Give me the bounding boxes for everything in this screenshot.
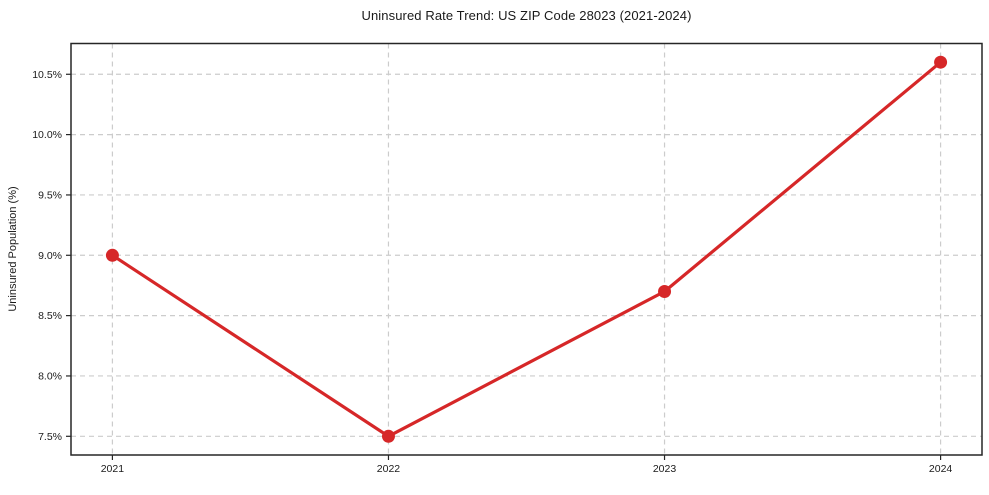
- data-point-marker: [381, 429, 395, 443]
- x-tick-label: 2022: [377, 463, 401, 475]
- y-tick-label: 7.5%: [38, 431, 62, 443]
- data-point-marker: [658, 284, 672, 298]
- y-tick-label: 9.5%: [38, 189, 62, 201]
- y-tick-label: 10.0%: [32, 129, 62, 141]
- x-tick-label: 2023: [653, 463, 677, 475]
- data-point-marker: [934, 55, 948, 69]
- chart-title: Uninsured Rate Trend: US ZIP Code 28023 …: [361, 8, 692, 23]
- plot-border: [70, 42, 983, 456]
- x-tick-label: 2021: [101, 463, 125, 475]
- x-tick-label: 2024: [929, 463, 953, 475]
- data-point-marker: [105, 248, 119, 262]
- y-tick-label: 10.5%: [32, 69, 62, 81]
- y-axis-label-text: Uninsured Population (%): [7, 186, 19, 312]
- y-tick-label: 8.0%: [38, 370, 62, 382]
- y-tick-label: 9.0%: [38, 250, 62, 262]
- y-tick-label: 8.5%: [38, 310, 62, 322]
- trend-line: [110, 60, 943, 438]
